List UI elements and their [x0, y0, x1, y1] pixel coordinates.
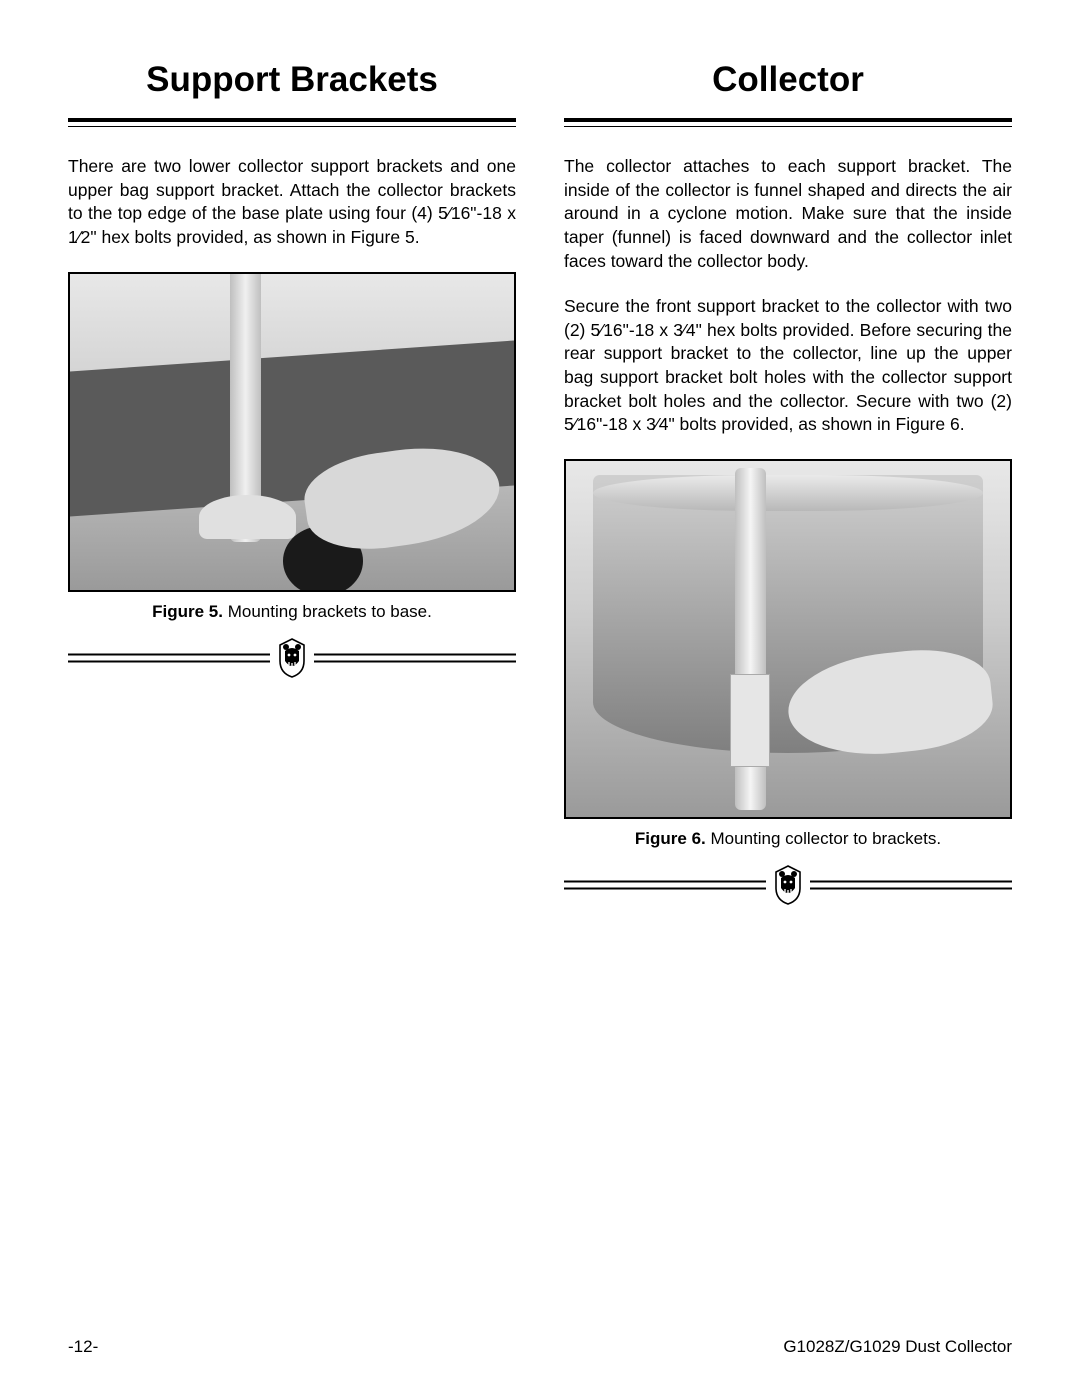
collector-heading: Collector	[564, 60, 1012, 100]
bear-logo-icon	[766, 863, 810, 907]
left-column: Support Brackets There are two lower col…	[68, 60, 516, 907]
heading-rule-thin	[68, 126, 516, 127]
figure-5-caption: Figure 5. Mounting brackets to base.	[68, 602, 516, 622]
collector-paragraph-1: The collector attaches to each support b…	[564, 155, 1012, 273]
heading-rule-heavy	[68, 118, 516, 122]
figure-5-label: Figure 5.	[152, 602, 223, 621]
bear-logo-icon	[270, 636, 314, 680]
figure-6-label: Figure 6.	[635, 829, 706, 848]
figure-5-caption-text: Mounting brackets to base.	[228, 602, 432, 621]
page-footer: -12- G1028Z/G1029 Dust Collector	[68, 1337, 1012, 1357]
heading-rule-heavy	[564, 118, 1012, 122]
section-divider	[68, 636, 516, 680]
product-name: G1028Z/G1029 Dust Collector	[783, 1337, 1012, 1357]
figure-6-caption: Figure 6. Mounting collector to brackets…	[564, 829, 1012, 849]
figure-6-caption-text: Mounting collector to brackets.	[711, 829, 942, 848]
page-number: -12-	[68, 1337, 98, 1357]
figure-6-image	[564, 459, 1012, 819]
collector-paragraph-2: Secure the front support bracket to the …	[564, 295, 1012, 437]
support-brackets-heading: Support Brackets	[68, 60, 516, 100]
heading-rule-thin	[564, 126, 1012, 127]
right-column: Collector The collector attaches to each…	[564, 60, 1012, 907]
section-divider	[564, 863, 1012, 907]
figure-5-image	[68, 272, 516, 592]
support-brackets-paragraph-1: There are two lower collector support br…	[68, 155, 516, 250]
